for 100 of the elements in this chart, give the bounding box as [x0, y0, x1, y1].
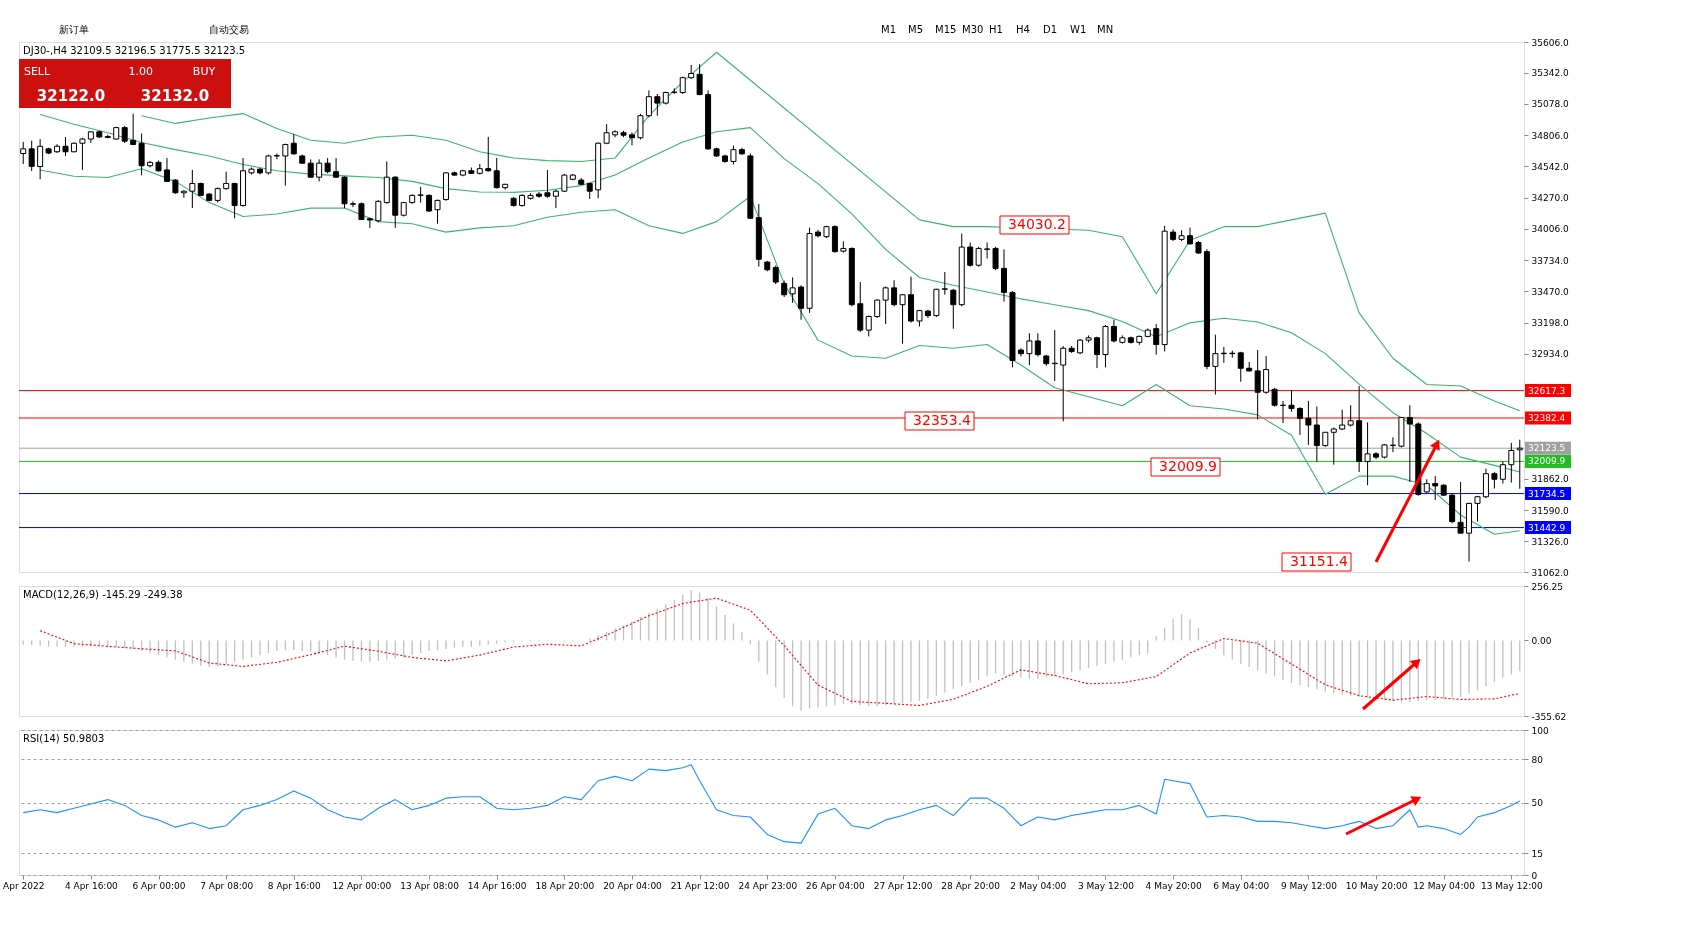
candlestick	[147, 160, 154, 168]
chart-title: DJ30-,H4 32109.5 32196.5 31775.5 32123.5	[23, 45, 246, 56]
x-tick-label: 10 May 20:00	[1345, 880, 1408, 891]
y-tick-label: 35606.0	[1531, 37, 1569, 48]
candlestick	[1364, 421, 1371, 486]
candlestick	[1330, 427, 1337, 466]
ref-line-label: 32009.9	[1528, 456, 1566, 467]
x-tick-label: 6 May 04:00	[1213, 880, 1270, 891]
line-series	[22, 764, 1521, 844]
annotation: 32009.9	[1159, 458, 1217, 474]
candlestick	[899, 293, 906, 345]
annotation: 32132.0	[140, 87, 210, 105]
y-tick-label: 15	[1531, 848, 1543, 859]
x-tick-label: 21 Apr 12:00	[670, 880, 730, 891]
text: M15	[935, 24, 957, 35]
candlestick	[493, 157, 500, 189]
candlestick	[1457, 481, 1464, 535]
candlestick	[290, 133, 297, 156]
candlestick	[1271, 387, 1278, 408]
y-tick-label: 33198.0	[1531, 318, 1569, 329]
y-tick-label: 100	[1531, 725, 1549, 736]
candlestick	[138, 133, 145, 176]
annotation: 1.00	[128, 65, 153, 78]
annotation: BUY	[192, 65, 216, 78]
y-tick-label: 32934.0	[1531, 349, 1569, 360]
x-tick-label: 24 Apr 23:00	[738, 880, 798, 891]
text: H4	[1016, 24, 1030, 35]
ref-line-label: 32123.5	[1528, 443, 1566, 454]
text: 新订单	[59, 24, 89, 35]
y-tick-label: -355.62	[1531, 711, 1567, 722]
candlestick	[1406, 404, 1413, 483]
y-tick-label: 34806.0	[1531, 130, 1569, 141]
ref-line-label: 31442.9	[1528, 522, 1566, 533]
x-tick-label: 9 May 12:00	[1280, 880, 1338, 891]
candlestick	[375, 199, 382, 223]
text: D1	[1043, 24, 1058, 35]
candlestick	[941, 271, 948, 296]
candlestick	[654, 93, 661, 117]
candlestick	[798, 284, 805, 321]
candlestick	[1280, 400, 1287, 424]
text: M30	[962, 24, 984, 35]
annotation: 34030.2	[1008, 216, 1066, 232]
y-tick-label: 31326.0	[1531, 536, 1569, 547]
y-tick-label: 256.25	[1531, 581, 1563, 592]
candlestick	[950, 288, 957, 330]
candlestick	[637, 113, 644, 141]
candlestick	[967, 242, 974, 268]
text: 自动交易	[209, 24, 249, 35]
candlestick	[316, 158, 323, 182]
x-tick-label: 28 Apr 20:00	[941, 880, 1001, 891]
annotation: SELL	[23, 65, 51, 78]
y-tick-label: 33470.0	[1531, 286, 1569, 297]
text: M5	[908, 24, 923, 35]
x-tick-label: 18 Apr 20:00	[535, 880, 595, 891]
candlestick	[282, 143, 289, 187]
candlestick	[975, 246, 982, 268]
ref-line-label: 31734.5	[1528, 488, 1566, 499]
candlestick	[992, 246, 999, 271]
y-tick-label: 80	[1531, 754, 1544, 765]
line-series	[39, 114, 1521, 473]
candlestick	[696, 63, 703, 96]
candlestick	[1212, 334, 1219, 395]
y-tick-label: 0	[1531, 870, 1538, 881]
text: MN	[1097, 24, 1114, 35]
y-tick-label: 34542.0	[1531, 161, 1569, 172]
annotation: 32353.4	[913, 412, 972, 428]
candlestick	[130, 113, 137, 146]
candlestick	[1508, 442, 1515, 484]
y-tick-label: 31062.0	[1531, 567, 1569, 578]
candlestick	[20, 141, 27, 165]
candlestick	[189, 169, 196, 209]
candlestick	[1153, 323, 1160, 356]
candlestick	[1432, 475, 1439, 501]
candlestick	[1474, 495, 1481, 523]
candlestick	[163, 157, 170, 183]
candlestick	[544, 169, 551, 199]
text: M1	[881, 24, 896, 35]
x-tick-label: 3 May 12:00	[1077, 880, 1135, 891]
text: W1	[1070, 24, 1087, 35]
candlestick	[349, 200, 356, 208]
candlestick	[1237, 351, 1244, 383]
x-tick-label: 14 Apr 16:00	[467, 880, 527, 891]
x-tick-label: 13 May 12:00	[1480, 880, 1543, 891]
candlestick	[37, 138, 44, 180]
x-tick-label: Apr 2022	[3, 880, 45, 891]
candlestick	[1313, 405, 1320, 463]
candlestick	[1254, 349, 1261, 420]
y-tick-label: 50	[1531, 798, 1544, 808]
chart-title: MACD(12,26,9) -145.29 -249.38	[23, 589, 183, 600]
candlestick	[1034, 332, 1041, 357]
candlestick	[1094, 336, 1101, 369]
x-tick-label: 12 Apr 00:00	[332, 880, 392, 891]
y-tick-label: 33734.0	[1531, 255, 1569, 266]
candlestick	[62, 136, 69, 157]
candlestick	[1026, 332, 1033, 366]
ref-line-label: 32382.4	[1528, 412, 1566, 423]
y-tick-label: 35078.0	[1531, 99, 1569, 110]
candlestick	[730, 144, 737, 165]
x-tick-label: 7 Apr 08:00	[200, 880, 254, 891]
y-tick-label: 31862.0	[1531, 474, 1569, 485]
